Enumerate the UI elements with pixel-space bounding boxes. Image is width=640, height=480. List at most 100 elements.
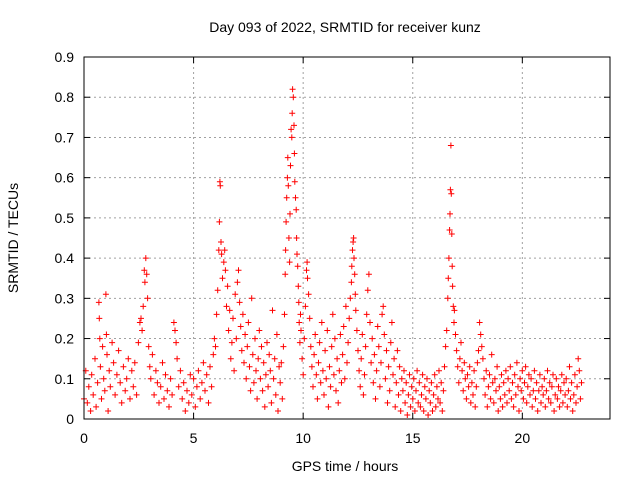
data-point [167,375,174,382]
data-point [417,403,424,410]
data-point [210,351,217,358]
data-point [339,351,346,358]
data-point [542,403,549,410]
data-point [472,403,479,410]
data-point [462,375,469,382]
data-point [416,379,423,386]
data-point [277,379,284,386]
y-tick-label: 0.8 [55,89,75,105]
plot-frame [83,56,611,420]
data-point [350,235,357,241]
data-point [316,339,323,346]
data-point [268,399,275,406]
data-point [151,391,158,398]
data-point [414,367,421,374]
x-axis-label: GPS time / hours [292,458,399,474]
data-point [344,359,350,366]
data-point [272,391,279,398]
data-point [283,194,290,201]
data-point [447,186,454,193]
data-point [515,383,521,390]
data-point [315,359,322,366]
data-point [180,379,187,386]
data-point [291,178,298,185]
data-point [291,122,297,129]
x-tick-label: 0 [80,430,88,446]
data-point [459,367,466,374]
data-point [236,299,243,306]
data-point [262,371,269,378]
data-point [334,355,341,362]
data-point [238,347,245,354]
data-point [406,371,413,378]
data-point [177,367,184,374]
data-point [286,259,293,266]
data-point [451,319,457,326]
data-point [520,395,527,402]
data-point [249,351,256,358]
data-point [368,359,375,366]
data-point [383,347,390,354]
data-point [512,391,519,398]
data-point [494,363,501,370]
data-point [395,391,402,398]
data-point [112,391,119,398]
data-point [85,383,92,390]
data-point [369,335,376,342]
data-point [360,391,367,398]
data-point [468,379,475,386]
data-point [128,367,135,374]
data-point [310,383,316,390]
data-point [172,327,178,334]
data-point [411,408,418,414]
data-point [428,379,435,386]
data-point [175,383,182,390]
data-point [453,347,460,354]
data-point [138,315,144,322]
data-point [258,343,265,350]
data-point [517,375,524,382]
data-point [570,391,577,398]
data-point [534,408,541,414]
data-point [489,379,496,386]
data-point [225,327,232,334]
data-point [328,343,335,350]
data-point [535,387,542,394]
data-point [461,359,468,366]
data-point [474,359,481,366]
data-point [205,399,212,406]
data-point [130,383,137,390]
data-point [544,367,551,374]
data-point [295,299,302,306]
data-point [185,399,192,406]
data-point [390,371,396,378]
data-point [156,399,162,406]
data-point [387,339,394,346]
data-point [502,367,509,374]
data-point [276,363,283,370]
data-point [100,375,107,382]
data-point [476,319,483,326]
data-point [109,339,116,346]
data-point [431,371,438,378]
data-point [297,311,304,318]
data-point [420,408,427,414]
data-point [333,387,339,394]
data-point [331,335,338,342]
data-point [273,331,280,338]
data-point [323,375,330,382]
data-point [329,311,336,318]
data-point [509,379,516,386]
data-point [105,408,112,414]
data-point [233,335,240,342]
data-point [551,408,558,414]
data-point [508,395,515,402]
data-point [193,383,200,390]
data-point [507,363,514,370]
data-point [578,379,585,386]
data-point [443,327,450,334]
data-point [142,255,149,262]
data-point [392,403,399,410]
y-tick-label: 0.9 [55,49,75,65]
data-point [562,391,569,398]
